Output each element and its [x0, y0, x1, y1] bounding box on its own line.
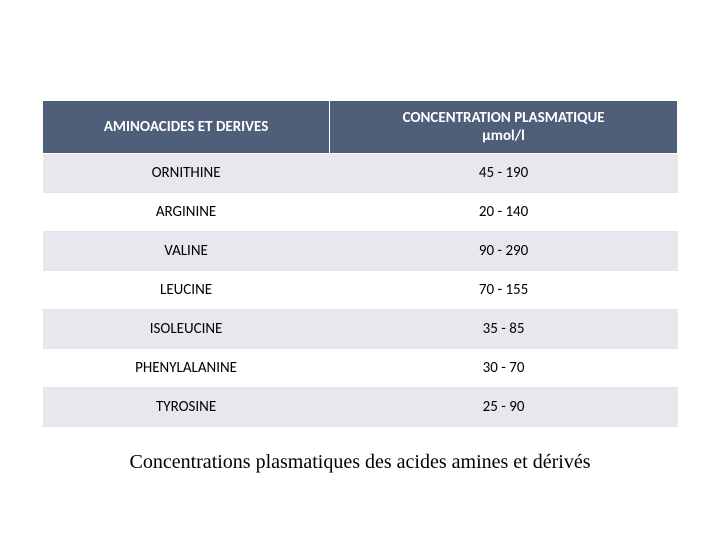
cell-name: VALINE [43, 232, 330, 271]
cell-name: PHENYLALANINE [43, 349, 330, 388]
table-row: LEUCINE 70 - 155 [43, 271, 678, 310]
cell-range: 20 - 140 [330, 193, 678, 232]
cell-name: ISOLEUCINE [43, 310, 330, 349]
cell-range: 35 - 85 [330, 310, 678, 349]
cell-name: ORNITHINE [43, 154, 330, 193]
cell-range: 45 - 190 [330, 154, 678, 193]
table-caption: Concentrations plasmatiques des acides a… [42, 451, 678, 474]
cell-range: 70 - 155 [330, 271, 678, 310]
cell-range: 25 - 90 [330, 388, 678, 427]
table-row: TYROSINE 25 - 90 [43, 388, 678, 427]
table-row: ORNITHINE 45 - 190 [43, 154, 678, 193]
cell-name: ARGININE [43, 193, 330, 232]
cell-name: LEUCINE [43, 271, 330, 310]
cell-range: 30 - 70 [330, 349, 678, 388]
header-col1: AMINOACIDES ET DERIVES [43, 101, 330, 154]
header-col2: CONCENTRATION PLASMATIQUE μmol/l [330, 101, 678, 154]
table-row: VALINE 90 - 290 [43, 232, 678, 271]
table-row: PHENYLALANINE 30 - 70 [43, 349, 678, 388]
table-row: ARGININE 20 - 140 [43, 193, 678, 232]
header-col2-line1: CONCENTRATION PLASMATIQUE [336, 109, 671, 127]
cell-range: 90 - 290 [330, 232, 678, 271]
cell-name: TYROSINE [43, 388, 330, 427]
header-col2-line2: μmol/l [336, 127, 671, 145]
amino-acids-table: AMINOACIDES ET DERIVES CONCENTRATION PLA… [42, 100, 678, 427]
table-row: ISOLEUCINE 35 - 85 [43, 310, 678, 349]
